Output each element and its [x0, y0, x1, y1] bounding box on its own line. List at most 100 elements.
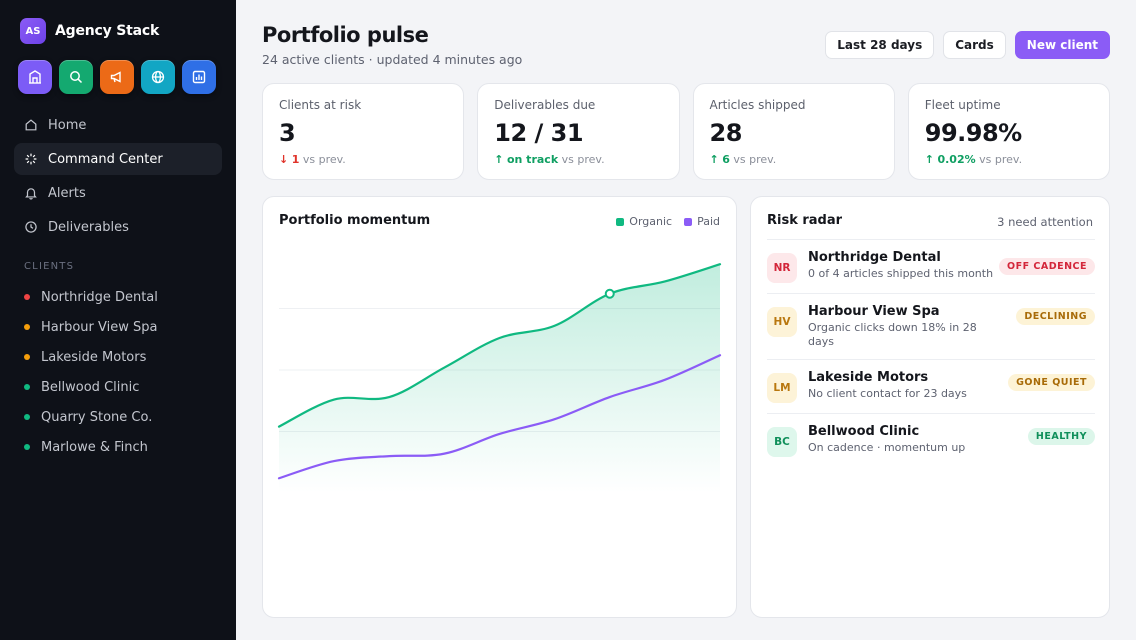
- stat-card-fleet-uptime[interactable]: Fleet uptime 99.98% ↑ 0.02% vs prev.: [907, 83, 1110, 180]
- risk-item-lakeside-motors[interactable]: LM Lakeside Motors No client contact for…: [767, 360, 1095, 414]
- sidebar-client-bellwood-clinic[interactable]: Bellwood Clinic: [24, 372, 224, 402]
- brand-logo: AS: [20, 18, 46, 44]
- sidebar-client-lakeside-motors[interactable]: Lakeside Motors: [24, 342, 224, 372]
- organic-point: [441, 365, 447, 371]
- client-name: Northridge Dental: [41, 289, 158, 305]
- chart-legend: Organic Paid: [616, 215, 720, 228]
- main-content: Portfolio pulse 24 active clients · upda…: [236, 0, 1136, 640]
- nav-label-command-center: Command Center: [48, 151, 163, 167]
- brand[interactable]: AS Agency Stack: [20, 18, 159, 44]
- risk-radar-title: Risk radar: [767, 213, 843, 228]
- paid-point: [276, 475, 282, 481]
- stat-card-clients-at-risk[interactable]: Clients at risk 3 ↓ 1 vs prev.: [262, 83, 465, 180]
- delta-arrow: ↑: [709, 153, 719, 166]
- stat-label: Deliverables due: [494, 98, 596, 112]
- stat-delta: ↑ on track vs prev.: [494, 153, 662, 166]
- building-icon: [29, 70, 41, 84]
- paid-point: [607, 394, 613, 400]
- status-badge: OFF CADENCE: [999, 258, 1095, 275]
- legend-swatch-organic: [616, 217, 625, 226]
- status-dot: [24, 294, 30, 300]
- status-badge: HEALTHY: [1027, 428, 1095, 445]
- search-icon: [70, 71, 83, 84]
- app-button-search[interactable]: [59, 60, 93, 94]
- stat-label: Articles shipped: [709, 98, 806, 112]
- bar-chart-icon: [192, 70, 206, 84]
- sidebar-client-northridge-dental[interactable]: Northridge Dental: [24, 282, 224, 312]
- organic-point: [331, 397, 337, 403]
- nav-label-home: Home: [48, 117, 87, 133]
- nav-item-deliverables[interactable]: Deliverables: [14, 211, 222, 243]
- app-button-globe[interactable]: [141, 60, 175, 94]
- nav-label-alerts: Alerts: [48, 185, 86, 201]
- nav-item-alerts[interactable]: Alerts: [14, 177, 222, 209]
- stat-value: 12 / 31: [494, 119, 584, 147]
- client-name: Bellwood Clinic: [41, 379, 140, 395]
- risk-item-harbour-view-spa[interactable]: HV Harbour View Spa Organic clicks down …: [767, 294, 1095, 360]
- delta-value: 6: [722, 153, 730, 166]
- risk-description: 0 of 4 articles shipped this month: [808, 267, 994, 280]
- client-name: Harbour View Spa: [41, 319, 158, 335]
- nav-label-deliverables: Deliverables: [48, 219, 129, 235]
- sidebar: AS Agency Stack Home Command Center: [0, 0, 236, 640]
- delta-value: 0.02%: [937, 153, 976, 166]
- portfolio-momentum-card: Portfolio momentum Organic Paid: [262, 196, 737, 618]
- home-icon: [25, 119, 37, 131]
- delta-arrow: ↓: [279, 153, 289, 166]
- client-name: Quarry Stone Co.: [41, 409, 153, 425]
- organic-area: [279, 264, 720, 493]
- delta-suffix: vs prev.: [561, 153, 605, 166]
- risk-item-northridge-dental[interactable]: NR Northridge Dental 0 of 4 articles shi…: [767, 240, 1095, 294]
- main-nav: Home Command Center Alerts Deliverables: [14, 109, 222, 245]
- paid-point: [441, 451, 447, 457]
- view-toggle-button[interactable]: Cards: [943, 31, 1006, 59]
- risk-radar-card: Risk radar 3 need attention NR Northridg…: [750, 196, 1110, 618]
- date-range-button[interactable]: Last 28 days: [825, 31, 935, 59]
- new-client-button[interactable]: New client: [1014, 31, 1110, 59]
- delta-arrow: ↑: [924, 153, 934, 166]
- status-dot: [24, 444, 30, 450]
- stat-card-deliverables-due[interactable]: Deliverables due 12 / 31 ↑ on track vs p…: [477, 83, 680, 180]
- status-dot: [24, 414, 30, 420]
- client-name: Marlowe & Finch: [41, 439, 148, 455]
- sidebar-client-harbour-view-spa[interactable]: Harbour View Spa: [24, 312, 224, 342]
- avatar: LM: [767, 373, 797, 403]
- paid-point: [497, 431, 503, 437]
- risk-item-bellwood-clinic[interactable]: BC Bellwood Clinic On cadence · momentum…: [767, 414, 1095, 467]
- app-button-analytics[interactable]: [182, 60, 216, 94]
- legend-item-paid[interactable]: Paid: [684, 215, 720, 228]
- app-switcher: [18, 60, 216, 94]
- paid-point: [331, 458, 337, 464]
- legend-item-organic[interactable]: Organic: [616, 215, 672, 228]
- risk-description: No client contact for 23 days: [808, 387, 967, 400]
- risk-client-name: Bellwood Clinic: [808, 424, 920, 439]
- paid-point: [717, 352, 723, 358]
- stat-value: 99.98%: [924, 119, 1022, 147]
- legend-label: Organic: [629, 215, 673, 228]
- delta-value: 1: [291, 153, 300, 166]
- status-badge: DECLINING: [1016, 308, 1095, 325]
- status-badge: GONE QUIET: [1008, 374, 1095, 391]
- client-list: Northridge Dental Harbour View Spa Lakes…: [24, 282, 224, 462]
- delta-arrow: ↑: [494, 153, 504, 166]
- page-subtitle: 24 active clients · updated 4 minutes ag…: [262, 52, 523, 67]
- risk-body: Harbour View Spa Organic clicks down 18%…: [808, 304, 998, 349]
- risk-client-name: Northridge Dental: [808, 250, 941, 265]
- stat-card-articles-shipped[interactable]: Articles shipped 28 ↑ 6 vs prev.: [692, 83, 895, 180]
- stat-label: Fleet uptime: [924, 98, 1001, 112]
- risk-body: Northridge Dental 0 of 4 articles shippe…: [808, 250, 998, 281]
- momentum-chart: [276, 263, 723, 493]
- stat-delta: ↑ 0.02% vs prev.: [925, 153, 1093, 166]
- megaphone-icon: [110, 71, 121, 83]
- app-button-megaphone[interactable]: [100, 60, 134, 94]
- delta-suffix: vs prev.: [979, 153, 1023, 166]
- nav-item-command-center[interactable]: Command Center: [14, 143, 222, 175]
- app-button-building[interactable]: [18, 60, 52, 94]
- risk-list: NR Northridge Dental 0 of 4 articles shi…: [767, 239, 1095, 467]
- sidebar-client-quarry-stone[interactable]: Quarry Stone Co.: [24, 402, 224, 432]
- page-title: Portfolio pulse: [262, 23, 429, 47]
- avatar: HV: [767, 307, 797, 337]
- clock-icon: [25, 221, 37, 233]
- sidebar-client-marlowe-finch[interactable]: Marlowe & Finch: [24, 432, 224, 462]
- nav-item-home[interactable]: Home: [14, 109, 222, 141]
